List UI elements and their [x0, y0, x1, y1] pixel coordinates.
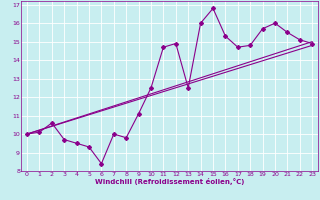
- X-axis label: Windchill (Refroidissement éolien,°C): Windchill (Refroidissement éolien,°C): [95, 178, 244, 185]
